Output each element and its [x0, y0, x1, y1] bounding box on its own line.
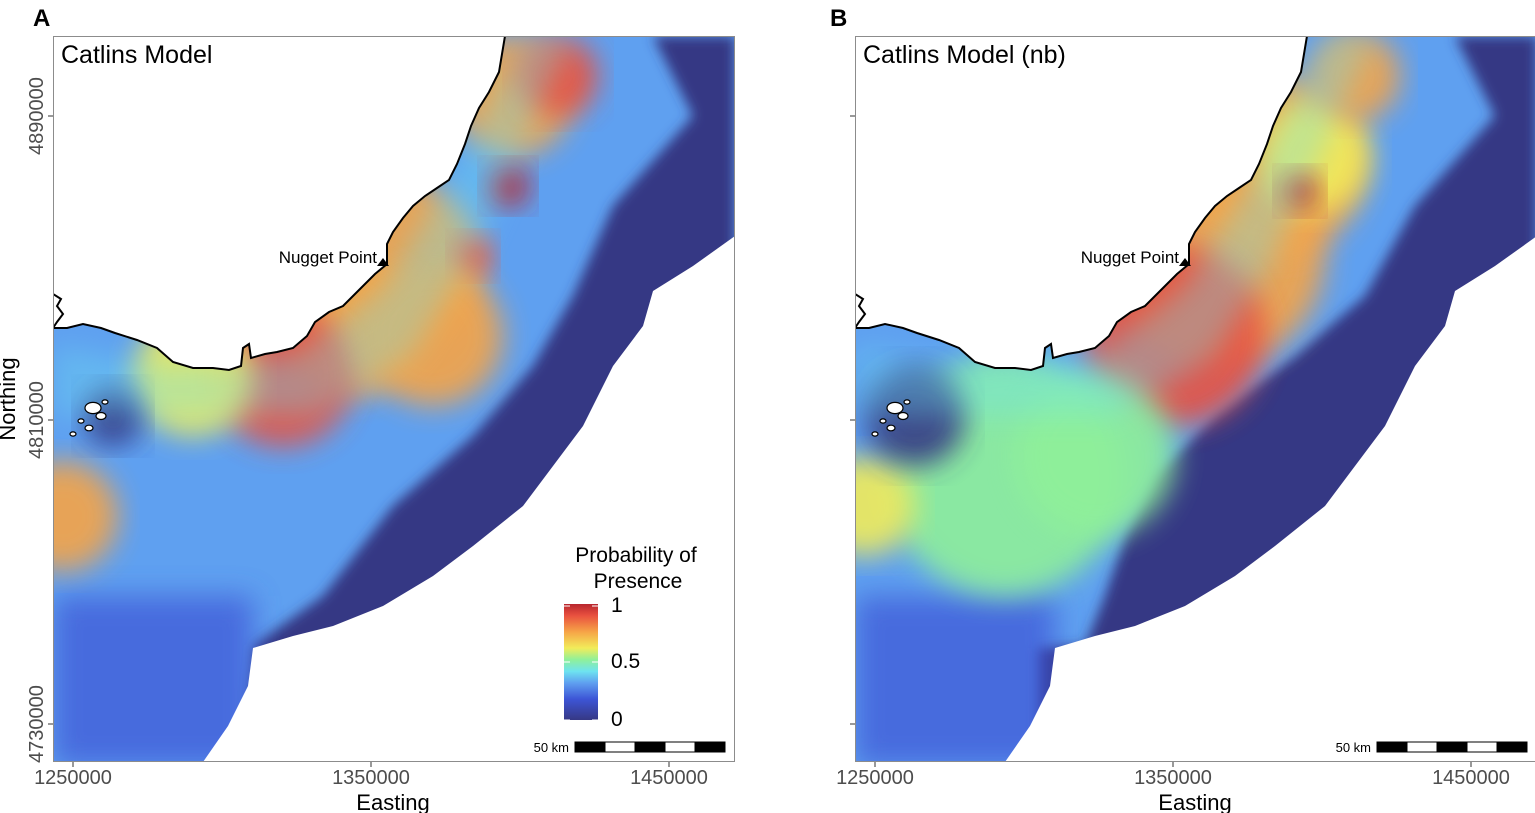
- panel-title: Catlins Model: [61, 41, 212, 69]
- unmodelled-area: [1005, 237, 1535, 762]
- scale-bar-label: 50 km: [1336, 740, 1371, 755]
- unmodelled-area: [203, 236, 735, 762]
- x-tick-label: 1250000: [34, 767, 112, 789]
- panel-letter: B: [830, 5, 847, 32]
- legend-title-line1: Probability of: [575, 544, 697, 567]
- x-tick-label: 1450000: [1432, 767, 1510, 789]
- x-tick-label: 1250000: [836, 767, 914, 789]
- land-mass: [53, 36, 505, 370]
- scale-bar: 50 km: [534, 740, 726, 755]
- nugget-point-marker: [1179, 258, 1191, 266]
- panel-b: Nugget Point Catlins Model (nb) B 1250000 13…: [830, 5, 1535, 813]
- y-tick-label: 4890000: [26, 77, 48, 155]
- map-surface: [53, 36, 735, 762]
- islands: [871, 399, 911, 437]
- plot-frame: [53, 36, 735, 762]
- place-label: Nugget Point: [279, 248, 378, 267]
- probability-hotspot: [855, 456, 915, 556]
- legend-title-line2: Presence: [594, 570, 683, 593]
- panel-letter: A: [33, 5, 50, 32]
- islands: [69, 399, 109, 437]
- x-tick-label: 1350000: [332, 767, 410, 789]
- x-tick-label: 1350000: [1134, 767, 1212, 789]
- plot-frame: [855, 36, 1535, 762]
- scale-bar-label: 50 km: [534, 740, 569, 755]
- map-surface: [855, 36, 1535, 762]
- probability-hotspot: [53, 461, 118, 571]
- panel-title: Catlins Model (nb): [863, 41, 1066, 69]
- land-mass: [855, 36, 1307, 370]
- coastline: [855, 36, 1308, 372]
- scale-bar: 50 km: [1336, 740, 1528, 755]
- nugget-point-marker: [377, 258, 389, 266]
- x-axis-title: Easting: [356, 790, 429, 813]
- coastline: [53, 36, 506, 372]
- y-tick-label: 4730000: [26, 685, 48, 763]
- legend-tick-label: 0.5: [611, 650, 640, 673]
- panel-a: Nugget Point Catlins Model A 1250000 1350000…: [0, 5, 735, 813]
- y-tick-label: 4810000: [26, 381, 48, 459]
- x-axis-title: Easting: [1158, 790, 1231, 813]
- legend-tick-label: 0: [611, 708, 623, 731]
- x-tick-label: 1450000: [630, 767, 708, 789]
- legend-tick-label: 1: [611, 594, 623, 617]
- y-axis-title: Northing: [0, 357, 20, 440]
- place-label: Nugget Point: [1081, 248, 1180, 267]
